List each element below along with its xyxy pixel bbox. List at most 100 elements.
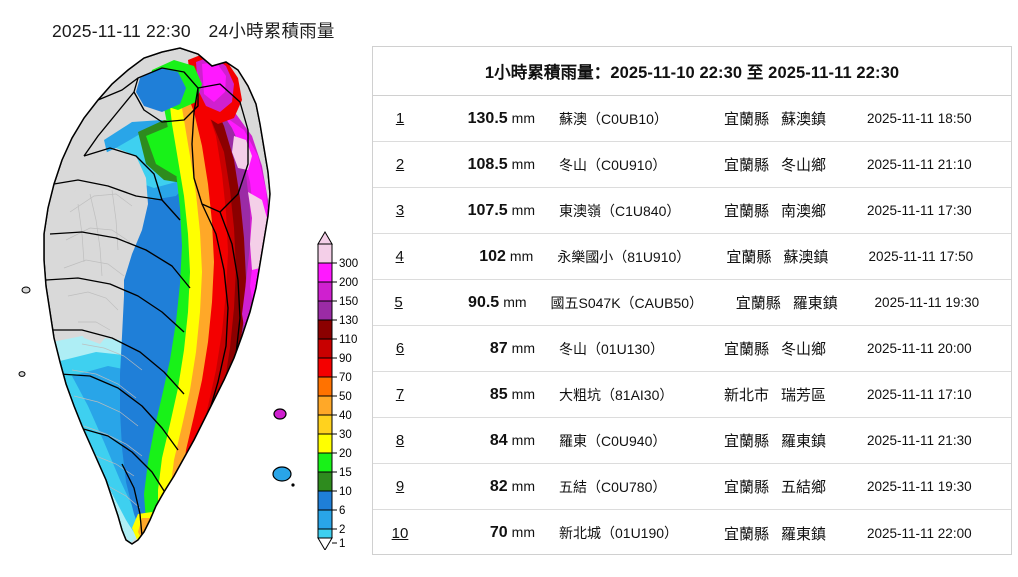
svg-text:6: 6: [339, 505, 345, 517]
station-name-cell: 大粗坑（81AI30）: [559, 386, 674, 403]
rainfall-amount-unit: mm: [509, 247, 534, 264]
station-name-cell: 國五S047K（CAUB50）: [550, 294, 704, 311]
table-header-title: 1小時累積雨量：2025-11-10 22:30 至 2025-11-11 22…: [373, 47, 1011, 96]
rank-link[interactable]: 6: [395, 340, 405, 357]
rainfall-amount-value: 102: [479, 247, 506, 265]
rainfall-amount-value: 90.5: [468, 293, 500, 311]
svg-text:10: 10: [339, 486, 352, 498]
svg-text:15: 15: [339, 467, 352, 479]
rank-link[interactable]: 9: [395, 478, 405, 495]
station-name-cell: 東澳嶺（C1U840）: [559, 202, 681, 219]
rank-link[interactable]: 8: [395, 432, 405, 449]
svg-text:40: 40: [339, 410, 352, 422]
rainfall-amount-cell: 82 mm: [427, 478, 539, 496]
station-name-cell: 永樂國小（81U910）: [557, 248, 691, 265]
observation-time-cell: 2025-11-11 17:50: [868, 249, 974, 264]
rainfall-amount-unit: mm: [503, 293, 527, 310]
township-cell: 五結鄉: [781, 479, 827, 496]
observation-time-cell: 2025-11-11 20:00: [867, 341, 972, 356]
rainfall-amount-value: 82: [489, 477, 508, 495]
township-cell: 蘇澳鎮: [783, 249, 829, 266]
station-name-cell: 新北城（01U190）: [559, 525, 679, 541]
table-row: 6 87 mm 冬山（01U130） 宜蘭縣 冬山鄉 2025-11-11 20:00: [373, 326, 1011, 372]
table-row: 2 108.5 mm 冬山（C0U910） 宜蘭縣 冬山鄉 2025-11-11 21:10: [373, 142, 1011, 188]
county-cell: 宜蘭縣: [726, 249, 772, 266]
station-name-cell: 羅東（C0U940）: [559, 432, 667, 449]
rank-link[interactable]: 2: [395, 156, 405, 173]
observation-time-cell: 2025-11-11 17:30: [867, 203, 972, 218]
rank-cell: 7: [373, 386, 427, 403]
station-name-cell: 五結（C0U780）: [559, 478, 667, 495]
township-cell: 羅東鎮: [781, 525, 827, 543]
observation-time-cell: 2025-11-11 19:30: [867, 479, 972, 494]
station-name-cell: 冬山（01U130）: [559, 340, 665, 357]
rank-cell: 3: [373, 202, 427, 219]
station-name-cell: 冬山（C0U910）: [559, 156, 667, 173]
svg-text:30: 30: [339, 429, 352, 441]
table-row: 9 82 mm 五結（C0U780） 宜蘭縣 五結鄉 2025-11-11 19:30: [373, 464, 1011, 510]
county-cell: 宜蘭縣: [723, 203, 769, 220]
rank-link[interactable]: 1: [395, 110, 405, 127]
township-cell: 南澳鄉: [781, 203, 827, 220]
rainfall-amount-unit: mm: [511, 201, 535, 218]
county-cell: 宜蘭縣: [723, 111, 769, 128]
observation-time-cell: 2025-11-11 21:10: [867, 157, 972, 172]
observation-time-cell: 2025-11-11 17:10: [867, 387, 972, 402]
svg-text:130: 130: [339, 315, 358, 327]
penghu-islands: [18, 286, 31, 377]
rainfall-amount-value: 70: [489, 524, 508, 541]
county-cell: 宜蘭縣: [723, 433, 769, 450]
taiwan-rainfall-map[interactable]: [12, 44, 312, 564]
svg-text:200: 200: [339, 277, 358, 289]
green-island: [273, 408, 287, 420]
township-cell: 冬山鄉: [781, 341, 827, 358]
county-cell: 宜蘭縣: [723, 525, 769, 543]
rank-cell: 5: [373, 294, 424, 311]
county-cell: 宜蘭縣: [723, 479, 769, 496]
county-cell: 宜蘭縣: [723, 341, 769, 358]
rainfall-amount-cell: 84 mm: [427, 432, 539, 450]
rainfall-amount-cell: 87 mm: [427, 340, 539, 358]
table-body: 1 130.5 mm 蘇澳（C0UB10） 宜蘭縣 蘇澳鎮 2025-11-11 18:50…: [373, 96, 1011, 556]
svg-text:70: 70: [339, 372, 352, 384]
rainfall-amount-unit: mm: [511, 477, 535, 494]
station-name-cell: 蘇澳（C0UB10）: [559, 110, 668, 127]
svg-text:20: 20: [339, 448, 352, 460]
rainfall-amount-cell: 108.5 mm: [427, 156, 539, 174]
county-cell: 宜蘭縣: [735, 295, 781, 312]
rank-cell: 10: [373, 525, 427, 542]
rainfall-amount-unit: mm: [511, 431, 535, 448]
rainfall-map-panel: 2025-11-11 22:30 24小時累積雨量: [0, 0, 366, 577]
observation-time-cell: 2025-11-11 22:00: [867, 525, 972, 541]
rank-link[interactable]: 5: [394, 294, 403, 311]
rainfall-amount-value: 85: [489, 385, 508, 403]
county-cell: 宜蘭縣: [723, 157, 769, 174]
rainfall-amount-value: 130.5: [467, 109, 508, 127]
rainfall-amount-cell: 85 mm: [427, 386, 539, 404]
table-row: 3 107.5 mm 東澳嶺（C1U840） 宜蘭縣 南澳鄉 2025-11-11 17:3…: [373, 188, 1011, 234]
svg-text:300: 300: [339, 258, 358, 270]
table-row: 7 85 mm 大粗坑（81AI30） 新北市 瑞芳區 2025-11-11 17:10: [373, 372, 1011, 418]
rainfall-amount-cell: 70 mm: [427, 524, 539, 542]
rank-cell: 1: [373, 110, 427, 127]
observation-time-cell: 2025-11-11 19:30: [874, 295, 980, 310]
svg-text:1: 1: [339, 538, 345, 550]
rank-link[interactable]: 3: [395, 202, 405, 219]
rank-link[interactable]: 4: [395, 248, 404, 265]
rainfall-amount-value: 84: [489, 431, 508, 449]
rank-link[interactable]: 7: [395, 386, 405, 403]
svg-text:2: 2: [339, 524, 345, 536]
rainfall-amount-cell: 102 mm: [426, 248, 537, 266]
rainfall-amount-unit: mm: [511, 155, 535, 172]
svg-text:90: 90: [339, 353, 352, 365]
rainfall-amount-unit: mm: [511, 339, 535, 356]
rank-link[interactable]: 10: [391, 524, 409, 542]
rainfall-amount-unit: mm: [511, 109, 535, 126]
township-cell: 瑞芳區: [781, 387, 827, 404]
township-cell: 冬山鄉: [781, 157, 827, 174]
rainfall-color-scale-legend: 300 200 150 130 110 90 70 50 40 30 20 15…: [314, 230, 366, 550]
township-cell: 蘇澳鎮: [781, 111, 827, 128]
rainfall-amount-cell: 90.5 mm: [424, 294, 530, 312]
orchid-island: [272, 466, 295, 487]
